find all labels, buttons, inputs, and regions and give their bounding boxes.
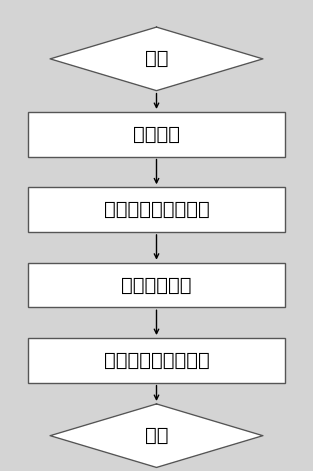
- Polygon shape: [50, 404, 263, 467]
- Bar: [28, 112, 285, 156]
- Text: 形成图形化石墨烯层: 形成图形化石墨烯层: [104, 351, 209, 370]
- Polygon shape: [50, 27, 263, 90]
- Text: 形成阴极: 形成阴极: [133, 125, 180, 144]
- Bar: [28, 263, 285, 307]
- Bar: [28, 338, 285, 382]
- Text: 形成图形化感光胶层: 形成图形化感光胶层: [104, 200, 209, 219]
- Text: 结束: 结束: [145, 426, 168, 445]
- Text: 开始: 开始: [145, 49, 168, 68]
- Text: 形成石墨烯层: 形成石墨烯层: [121, 276, 192, 294]
- Bar: [28, 187, 285, 232]
